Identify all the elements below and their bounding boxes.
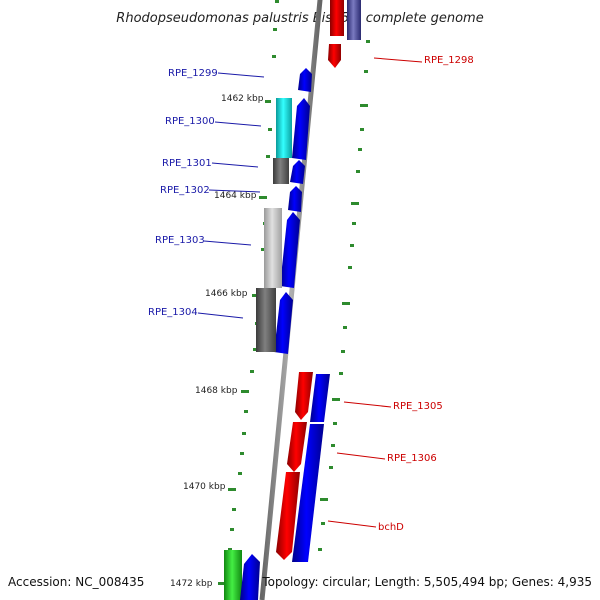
label-rpe-1300[interactable]: RPE_1300 bbox=[165, 116, 215, 127]
gene-bchd-red[interactable] bbox=[276, 472, 300, 560]
gene-rpe-1306-red[interactable] bbox=[287, 422, 307, 472]
label-rpe-1301[interactable]: RPE_1301 bbox=[162, 158, 212, 169]
gene-green-feature[interactable] bbox=[224, 550, 242, 600]
outer-tick-marks bbox=[318, 40, 370, 551]
gene-rpe-1305-red[interactable] bbox=[295, 372, 313, 420]
gene-rpe-1301-gray[interactable] bbox=[273, 158, 289, 184]
label-rpe-1302[interactable]: RPE_1302 bbox=[160, 185, 210, 196]
gene-faded-top[interactable] bbox=[347, 0, 361, 40]
gene-rpe-1302[interactable] bbox=[288, 186, 302, 212]
scale-label-1464: 1464 kbp bbox=[214, 191, 257, 201]
label-rpe-1299[interactable]: RPE_1299 bbox=[168, 68, 218, 79]
gene-rpe-1305-blue[interactable] bbox=[310, 374, 330, 422]
scale-label-1472: 1472 kbp bbox=[170, 579, 213, 589]
gene-rpe-1304[interactable] bbox=[274, 292, 293, 354]
scale-label-1466: 1466 kbp bbox=[205, 289, 248, 299]
label-rpe-1304[interactable]: RPE_1304 bbox=[148, 307, 198, 318]
label-rpe-1305[interactable]: RPE_1305 bbox=[393, 401, 443, 412]
gene-rpe-1299[interactable] bbox=[298, 68, 312, 92]
gene-rpe-1301[interactable] bbox=[290, 160, 305, 184]
gene-rpe-1306-blue[interactable] bbox=[292, 424, 324, 562]
label-rpe-1303[interactable]: RPE_1303 bbox=[155, 235, 205, 246]
label-rpe-1298[interactable]: RPE_1298 bbox=[424, 55, 474, 66]
gene-rpe-1298-arrow[interactable] bbox=[328, 44, 341, 68]
gene-rpe-1300-cyan[interactable] bbox=[276, 98, 292, 158]
accession-text: Accession: NC_008435 bbox=[8, 575, 144, 589]
gene-rpe-1298-top[interactable] bbox=[330, 0, 344, 36]
scale-label-1470: 1470 kbp bbox=[183, 482, 226, 492]
gene-rpe-1304-gray[interactable] bbox=[256, 288, 276, 352]
gene-blue-bottom[interactable] bbox=[240, 554, 260, 600]
map-title: Rhodopseudomonas palustris BisA53, compl… bbox=[116, 11, 483, 26]
label-leader-lines bbox=[197, 57, 423, 528]
scale-label-1462: 1462 kbp bbox=[221, 94, 264, 104]
gene-rpe-1303-lightgray[interactable] bbox=[264, 208, 282, 288]
label-bchd[interactable]: bchD bbox=[378, 522, 404, 533]
scale-label-1468: 1468 kbp bbox=[195, 386, 238, 396]
gene-rpe-1303[interactable] bbox=[280, 212, 300, 288]
label-rpe-1306[interactable]: RPE_1306 bbox=[387, 453, 437, 464]
gene-rpe-1300[interactable] bbox=[292, 98, 310, 160]
topology-text: Topology: circular; Length: 5,505,494 bp… bbox=[261, 575, 592, 589]
